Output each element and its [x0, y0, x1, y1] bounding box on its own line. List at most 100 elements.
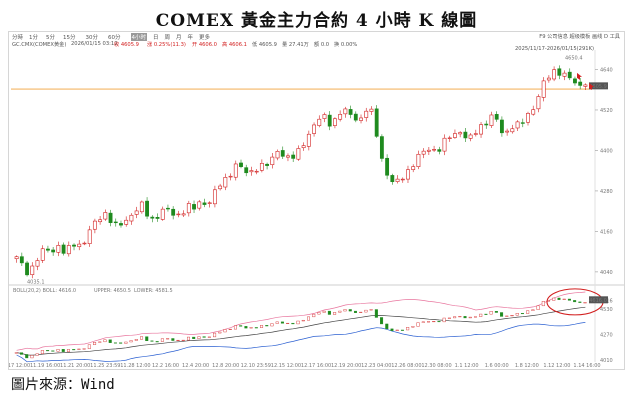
candle-body	[270, 156, 275, 166]
boll-candle	[207, 336, 211, 338]
candle-body	[249, 170, 254, 173]
candle-body	[426, 149, 431, 152]
boll-candle	[432, 321, 436, 323]
boll-candle	[578, 301, 582, 303]
timeframe-tab-3[interactable]: 15分	[63, 35, 76, 41]
boll-upper-label: UPPER: 4650.5	[94, 288, 131, 294]
boll-candle	[171, 338, 175, 341]
candle-body	[291, 154, 296, 159]
boll-candle	[108, 339, 112, 343]
x-tick-label-16: 1.6 00:00	[485, 363, 509, 369]
boll-candle	[322, 310, 326, 313]
timeframe-tab-0[interactable]: 分時	[12, 35, 24, 41]
candle-body	[228, 175, 233, 178]
candle-body	[432, 149, 436, 151]
boll-indicator-label: BOLL(20,2) BOLL: 4616.0	[13, 288, 76, 294]
x-tick-label-14: 12.30 08:00	[421, 363, 451, 369]
candle-body	[583, 84, 588, 87]
candle-body	[14, 256, 19, 260]
candle-body	[526, 113, 530, 123]
timeframe-tab-11[interactable]: 更多	[199, 35, 211, 41]
boll-candle	[20, 352, 24, 355]
boll-candle	[166, 338, 170, 340]
candle-body	[108, 212, 113, 223]
candle-body	[119, 223, 123, 226]
boll-candle	[51, 350, 55, 352]
boll-candle	[411, 326, 415, 328]
timeframe-tab-7[interactable]: 日	[153, 35, 159, 41]
boll-candle	[129, 340, 133, 343]
candle-body	[265, 163, 270, 166]
candle-body	[468, 134, 473, 139]
turnover-label: 换 0.00%	[334, 42, 358, 48]
candle-body	[541, 80, 546, 98]
timeframe-tab-5[interactable]: 60分	[108, 35, 121, 41]
candle-body	[160, 208, 165, 220]
open-price: 开 4606.0	[192, 42, 217, 48]
boll-candle	[510, 315, 514, 317]
candle-body	[218, 185, 223, 190]
candle-body	[510, 128, 515, 133]
boll-candle	[385, 323, 389, 330]
boll-candle	[395, 329, 399, 331]
boll-candle	[301, 319, 305, 322]
x-tick-label-1: 11.19 16:00	[30, 363, 60, 369]
candle-body	[421, 150, 426, 155]
boll-candle	[541, 301, 545, 307]
volume-label: 量 27.41万	[282, 42, 309, 48]
candle-body	[479, 124, 483, 135]
boll-candle	[30, 355, 34, 359]
candle-body	[557, 68, 562, 76]
boll-y-tick-label-1: 4270	[600, 332, 613, 338]
timeframe-tab-6[interactable]: 4小时	[130, 33, 147, 41]
candle-body	[505, 130, 510, 133]
boll-candle	[280, 321, 284, 324]
timeframe-tab-10[interactable]: 年	[187, 35, 194, 41]
boll-candle	[98, 341, 102, 343]
candle-body	[390, 175, 395, 183]
boll-candle	[380, 317, 384, 325]
candle-body	[447, 137, 452, 139]
symbol-label: GC.CMX(COMEX黄金)	[12, 42, 67, 48]
timeframe-tab-2[interactable]: 5分	[46, 35, 55, 41]
candle-body	[239, 162, 243, 167]
candle-body	[562, 72, 567, 77]
amount-label: 额 0.0	[314, 42, 330, 48]
candle-body	[333, 118, 337, 126]
candle-body	[202, 202, 207, 205]
boll-mid-band	[16, 306, 586, 356]
timeframe-tab-4[interactable]: 30分	[85, 35, 99, 41]
boll-candle	[260, 325, 264, 328]
boll-candle	[421, 321, 425, 323]
boll-y-tick-label-0: 4010	[600, 358, 613, 364]
candle-body	[322, 114, 327, 119]
boll-candle	[573, 300, 577, 303]
candlestick-chart[interactable]: 4040 4160 4280 4400 4520 4640 4010 4270 4530 4616…	[9, 32, 624, 369]
boll-candle	[406, 327, 410, 331]
candle-body	[280, 150, 285, 157]
candle-body	[233, 163, 238, 178]
timeframe-tab-9[interactable]: 月	[176, 35, 182, 41]
candle-body	[395, 178, 400, 182]
timeframe-tab-8[interactable]: 周	[164, 35, 171, 41]
boll-candle	[416, 322, 420, 327]
candle-body	[484, 123, 489, 126]
boll-candle	[317, 312, 321, 315]
chart-window: 分時 1分 5分 15分 30分 60分 4小时日周月年更多 F9 公司信息 超级模板 画线…	[8, 31, 625, 370]
toolbar-right-items[interactable]: F9 公司信息 超级模板 画线 D 工具	[539, 34, 620, 40]
boll-candle	[505, 315, 509, 317]
candle-body	[437, 149, 442, 152]
timeframe-tab-1[interactable]: 1分	[29, 35, 38, 41]
candle-body	[103, 212, 108, 220]
boll-candle	[233, 325, 237, 330]
boll-candle	[113, 342, 117, 344]
candle-body	[30, 265, 35, 275]
candle-body	[51, 249, 56, 253]
boll-candle	[286, 322, 290, 324]
candle-body	[113, 221, 118, 224]
candle-body	[35, 260, 40, 267]
boll-candle	[61, 349, 65, 352]
candle-body	[197, 201, 202, 209]
candle-body	[353, 113, 358, 121]
candle-body	[87, 229, 92, 244]
